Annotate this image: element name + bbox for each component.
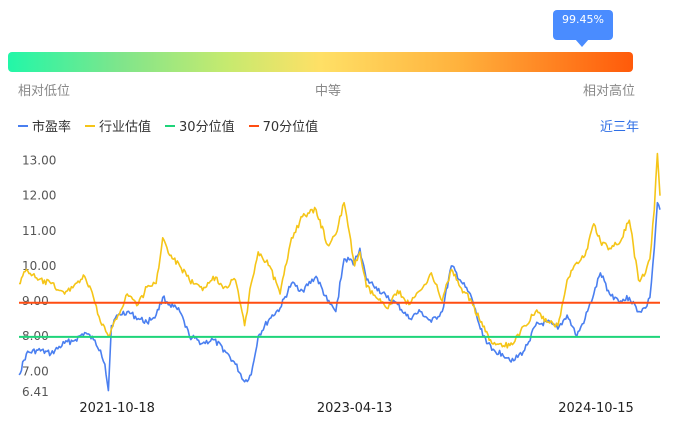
legend-label-pe: 市盈率	[32, 120, 72, 135]
x-tick-label: 2023-04-13	[317, 401, 393, 416]
y-tick-label: 13.00	[22, 154, 56, 168]
percentile-tooltip: 99.45%	[553, 10, 613, 47]
y-tick-label: 12.00	[22, 189, 56, 203]
scale-low-label: 相对低位	[18, 84, 71, 99]
x-tick-label: 2021-10-18	[79, 401, 155, 416]
legend-swatch-industry	[85, 124, 96, 127]
plot-area	[18, 152, 661, 392]
percentile-value: 99.45%	[562, 13, 604, 26]
chart-legend: 市盈率 行业估值 30分位值 70分位值	[18, 116, 318, 135]
legend-item-pe[interactable]: 市盈率	[18, 116, 71, 135]
y-tick-label: 11.00	[22, 224, 56, 238]
scale-high-label: 相对高位	[583, 84, 636, 99]
pe-series-line	[18, 201, 661, 392]
legend-swatch-p70	[248, 124, 259, 127]
legend-item-p70[interactable]: 70分位值	[248, 116, 319, 135]
y-tick-label: 9.00	[22, 294, 49, 308]
x-tick-label: 2024-10-15	[558, 401, 634, 416]
industry-series-line	[18, 152, 661, 349]
legend-label-industry: 行业估值	[99, 120, 152, 135]
y-tick-label: 6.41	[22, 385, 49, 399]
legend-item-industry[interactable]: 行业估值	[85, 116, 151, 135]
y-tick-label: 7.00	[22, 364, 49, 378]
percentile-gradient-bar	[8, 52, 633, 72]
legend-swatch-pe	[18, 124, 28, 127]
legend-item-p30[interactable]: 30分位值	[165, 116, 235, 135]
legend-swatch-p30	[165, 124, 176, 127]
scale-mid-label: 中等	[315, 84, 342, 99]
legend-label-p70: 70分位值	[262, 120, 319, 135]
legend-label-p30: 30分位值	[179, 120, 235, 135]
x-axis: 2021-10-18 2023-04-13 2024-10-15	[79, 401, 633, 416]
y-tick-label: 10.00	[22, 259, 56, 273]
range-selector-three-years[interactable]: 近三年	[600, 120, 640, 135]
